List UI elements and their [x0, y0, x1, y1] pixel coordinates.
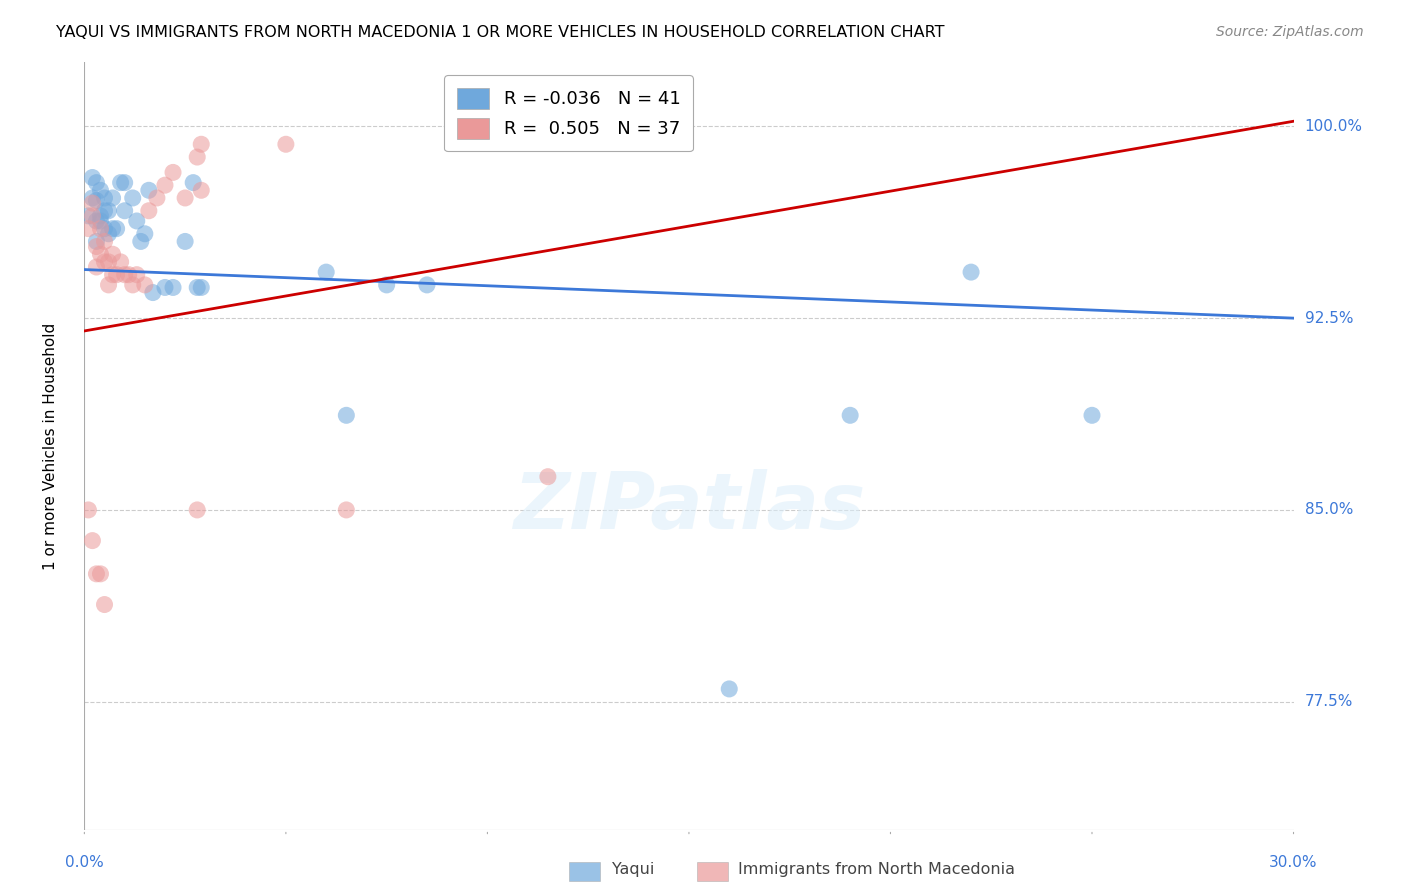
Point — [77, 221, 100, 235]
Text: Yaqui: Yaqui — [612, 863, 654, 877]
Point — [77, 503, 100, 517]
Text: 0.0%: 0.0% — [65, 855, 104, 870]
Point — [101, 268, 124, 282]
Point — [89, 214, 111, 228]
Point — [138, 183, 160, 197]
Point — [89, 221, 111, 235]
Text: 100.0%: 100.0% — [1305, 119, 1362, 134]
Point — [105, 268, 128, 282]
Point — [118, 268, 141, 282]
Point — [114, 268, 136, 282]
Point — [186, 280, 208, 294]
Point — [97, 255, 120, 269]
Legend: R = -0.036   N = 41, R =  0.505   N = 37: R = -0.036 N = 41, R = 0.505 N = 37 — [444, 75, 693, 152]
Point — [89, 566, 111, 581]
Point — [146, 191, 169, 205]
Point — [138, 203, 160, 218]
Point — [174, 235, 197, 249]
Point — [960, 265, 983, 279]
Point — [162, 165, 184, 179]
Point — [153, 178, 176, 193]
Point — [335, 409, 357, 423]
Point — [97, 227, 120, 241]
Point — [93, 255, 115, 269]
Point — [82, 191, 104, 205]
Point — [86, 239, 108, 253]
Point — [162, 280, 184, 294]
Text: Immigrants from North Macedonia: Immigrants from North Macedonia — [738, 863, 1015, 877]
Point — [86, 566, 108, 581]
Point — [110, 255, 132, 269]
Point — [86, 235, 108, 249]
Text: 85.0%: 85.0% — [1305, 502, 1353, 517]
Point — [186, 503, 208, 517]
Point — [82, 170, 104, 185]
Point — [82, 533, 104, 548]
Point — [186, 150, 208, 164]
Point — [86, 194, 108, 208]
Point — [839, 409, 862, 423]
Point — [125, 214, 148, 228]
Text: Source: ZipAtlas.com: Source: ZipAtlas.com — [1216, 25, 1364, 39]
Point — [134, 277, 156, 292]
Point — [89, 183, 111, 197]
Point — [86, 176, 108, 190]
Point — [375, 277, 398, 292]
Point — [93, 598, 115, 612]
Point — [110, 176, 132, 190]
Point — [129, 235, 152, 249]
Point — [190, 137, 212, 152]
Text: ZIPatlas: ZIPatlas — [513, 469, 865, 545]
Point — [97, 203, 120, 218]
Text: YAQUI VS IMMIGRANTS FROM NORTH MACEDONIA 1 OR MORE VEHICLES IN HOUSEHOLD CORRELA: YAQUI VS IMMIGRANTS FROM NORTH MACEDONIA… — [56, 25, 945, 40]
Point — [105, 221, 128, 235]
Point — [97, 277, 120, 292]
Point — [89, 209, 111, 223]
Point — [82, 209, 104, 223]
Point — [93, 191, 115, 205]
Point — [416, 277, 439, 292]
Point — [101, 247, 124, 261]
Point — [114, 203, 136, 218]
Point — [101, 221, 124, 235]
Point — [114, 176, 136, 190]
Point — [718, 681, 741, 696]
Point — [274, 137, 297, 152]
Point — [181, 176, 204, 190]
Point — [121, 277, 143, 292]
Point — [82, 196, 104, 211]
Point — [93, 221, 115, 235]
Point — [153, 280, 176, 294]
Point — [1081, 409, 1104, 423]
Point — [315, 265, 337, 279]
Text: 92.5%: 92.5% — [1305, 310, 1353, 326]
Point — [89, 247, 111, 261]
Point — [174, 191, 197, 205]
Point — [134, 227, 156, 241]
Point — [537, 469, 560, 483]
Point — [142, 285, 165, 300]
Point — [125, 268, 148, 282]
Point — [93, 203, 115, 218]
Text: 1 or more Vehicles in Household: 1 or more Vehicles in Household — [44, 322, 58, 570]
Point — [86, 214, 108, 228]
Point — [190, 183, 212, 197]
Text: 77.5%: 77.5% — [1305, 694, 1353, 709]
Text: 30.0%: 30.0% — [1270, 855, 1317, 870]
Point — [121, 191, 143, 205]
Point — [190, 280, 212, 294]
Point — [86, 260, 108, 274]
Point — [93, 235, 115, 249]
Point — [335, 503, 357, 517]
Point — [77, 209, 100, 223]
Point — [101, 191, 124, 205]
